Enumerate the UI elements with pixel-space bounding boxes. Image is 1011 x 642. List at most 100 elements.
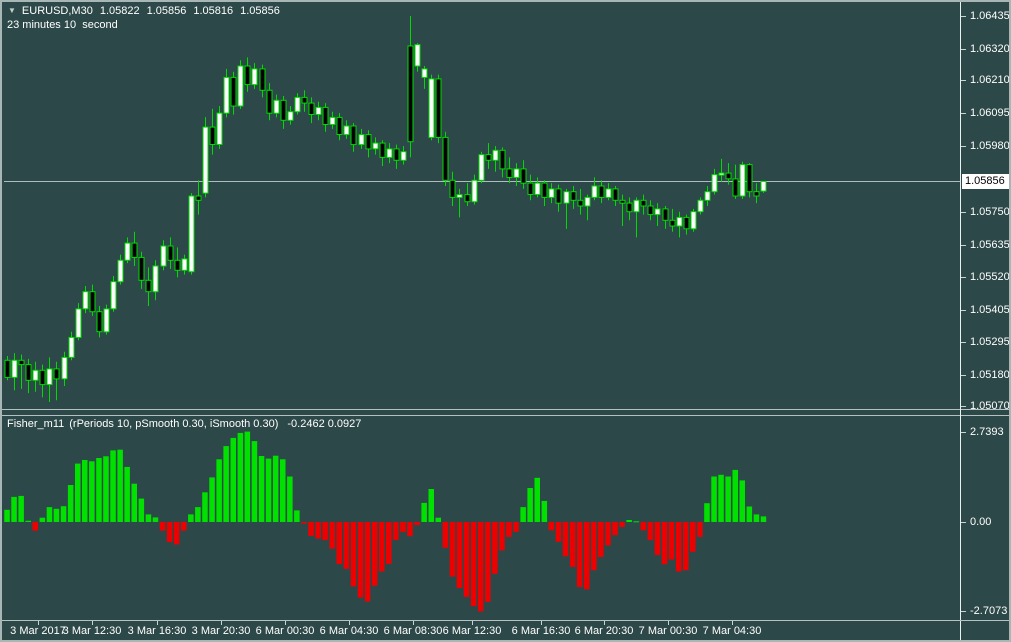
indicator-tick (961, 611, 966, 612)
candle-bull (216, 112, 223, 145)
candle-bull (421, 68, 428, 79)
candle-bull (386, 148, 393, 158)
histogram-bar (371, 522, 378, 586)
panel-splitter[interactable] (2, 409, 1009, 416)
current-price-label: 1.05856 (962, 174, 1009, 189)
symbol-dropdown-icon[interactable]: ▼ (8, 6, 16, 15)
histogram-bar (258, 456, 265, 522)
histogram-bar (39, 517, 46, 522)
histogram-bar (477, 522, 484, 612)
histogram-bar (668, 522, 675, 560)
candle-bull (358, 134, 365, 146)
histogram-bar (280, 459, 286, 522)
price-tick-label: 1.05180 (970, 369, 1010, 381)
histogram-bar (4, 509, 10, 522)
histogram-bar (661, 522, 668, 565)
indicator-tick (961, 522, 966, 523)
time-tick-label: 6 Mar 04:30 (319, 625, 379, 637)
candle-bull (633, 199, 640, 213)
histogram-bar (711, 476, 717, 522)
candle-bear (244, 65, 251, 86)
histogram-bar (223, 446, 229, 522)
candle-bear (669, 219, 676, 227)
candle-bear (230, 76, 237, 107)
histogram-bar (463, 522, 470, 597)
histogram-bar (195, 507, 201, 522)
histogram-bar (124, 466, 130, 522)
histogram-bar (166, 522, 173, 543)
candle-bear (662, 208, 669, 221)
candle-bull (181, 258, 188, 271)
candle-bear (570, 191, 577, 201)
candle-bear (683, 216, 690, 230)
histogram-bar (746, 506, 753, 522)
histogram-bar (294, 510, 300, 522)
histogram-bar (308, 522, 314, 536)
histogram-bar (456, 522, 463, 588)
fisher-histogram (4, 431, 767, 612)
candle-bear (732, 178, 739, 197)
histogram-bar (379, 522, 385, 572)
price-tick (961, 212, 966, 213)
histogram-bar (386, 522, 392, 564)
histogram-bar (357, 522, 364, 598)
histogram-bar (46, 507, 53, 522)
candle-bull (563, 191, 570, 204)
candle-bull (605, 188, 612, 198)
histogram-bar (442, 522, 449, 548)
candle-bear (379, 142, 386, 158)
time-tick (541, 621, 542, 625)
histogram-bar (520, 507, 526, 522)
candle-bear (619, 199, 626, 204)
candle-bear (407, 45, 414, 143)
histogram-bar (322, 522, 328, 541)
symbol-period-label: EURUSD,M30 (21, 5, 93, 17)
histogram-bar (647, 522, 654, 541)
histogram-bar (343, 522, 350, 569)
ohlc-high: 1.05856 (146, 5, 187, 17)
histogram-bar (513, 522, 519, 532)
histogram-bar (704, 503, 710, 522)
time-axis[interactable]: 3 Mar 2017 3 Mar 12:30 3 Mar 16:30 3 Mar 20… (2, 620, 1009, 640)
candle-bear (280, 99, 287, 121)
candle-bull (690, 211, 697, 230)
histogram-bar (145, 514, 152, 522)
candle-bear (167, 245, 174, 261)
histogram-bar (117, 449, 123, 522)
indicator-tick-label: 2.7393 (970, 426, 1004, 438)
candle-bull (478, 154, 485, 181)
price-axis[interactable]: 1.06435 1.06320 1.06210 1.06095 1.05980 1.057… (961, 2, 1009, 620)
histogram-bar (760, 516, 767, 522)
histogram-bar (350, 522, 357, 587)
time-tick-label: 3 Mar 2017 (10, 625, 66, 637)
price-tick-label: 1.05750 (970, 206, 1010, 218)
price-tick-label: 1.05070 (970, 400, 1010, 412)
histogram-bar (675, 522, 682, 572)
time-tick (472, 621, 473, 625)
histogram-bar (251, 441, 258, 522)
candle-bull (676, 216, 683, 227)
histogram-bar (548, 522, 555, 531)
price-tick (961, 375, 966, 376)
price-tick-label: 1.05295 (970, 336, 1010, 348)
time-tick (38, 621, 39, 625)
histogram-bar (739, 480, 745, 522)
histogram-bar (562, 522, 569, 557)
histogram-bar (753, 514, 760, 522)
candle-bear (626, 202, 633, 213)
candle-bear (39, 369, 46, 386)
candle-bull (329, 116, 336, 126)
time-tick (157, 621, 158, 625)
indicator-tick (961, 432, 966, 433)
histogram-bar (725, 476, 731, 522)
price-tick (961, 16, 966, 17)
histogram-bar (181, 522, 187, 531)
candle-bull (103, 308, 110, 333)
histogram-bar (400, 522, 406, 532)
candle-bull (82, 291, 89, 310)
candle-bear (753, 191, 760, 197)
histogram-bar (82, 460, 88, 522)
candle-bull (414, 44, 421, 67)
histogram-bar (329, 522, 335, 549)
